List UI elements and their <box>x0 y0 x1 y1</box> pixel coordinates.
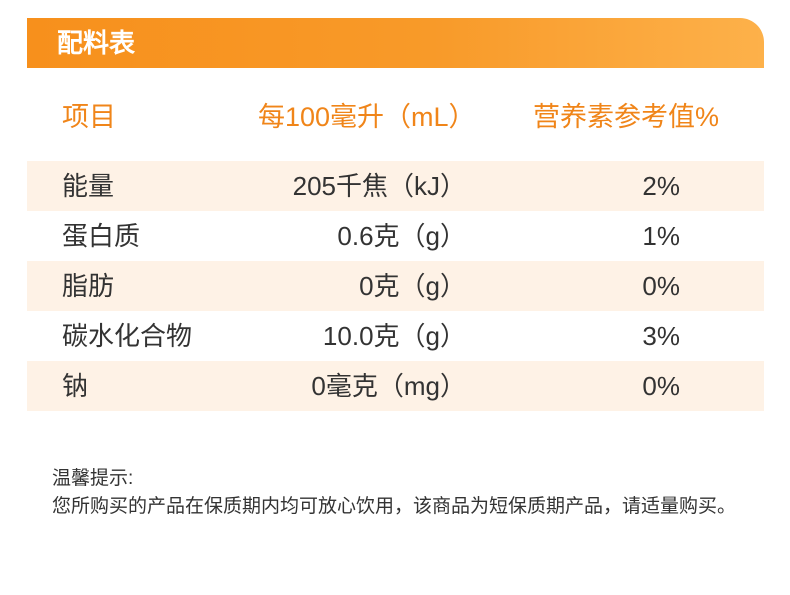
table-header-row: 项目 每100毫升（mL） 营养素参考值% <box>27 95 764 140</box>
row-item: 脂肪 <box>62 271 115 301</box>
column-header-item: 项目 <box>62 102 116 132</box>
row-item: 碳水化合物 <box>62 321 193 351</box>
row-item: 能量 <box>62 171 115 201</box>
row-per-100ml: 0毫克（mg） <box>311 371 466 401</box>
table-row: 能量 205千焦（kJ） 2% <box>27 161 764 211</box>
page-title: 配料表 <box>57 28 136 58</box>
row-item: 钠 <box>62 371 89 401</box>
table-row: 脂肪 0克（g） 0% <box>27 261 764 311</box>
notice-text: 您所购买的产品在保质期内均可放心饮用，该商品为短保质期产品，请适量购买。 <box>52 496 737 517</box>
column-header-nrv: 营养素参考值% <box>533 102 720 132</box>
row-nrv: 0% <box>642 271 680 301</box>
table-row: 蛋白质 0.6克（g） 1% <box>27 211 764 261</box>
row-per-100ml: 0.6克（g） <box>337 221 466 251</box>
row-per-100ml: 10.0克（g） <box>322 321 466 351</box>
row-nrv: 1% <box>642 221 680 251</box>
notice-block: 温馨提示: 您所购买的产品在保质期内均可放心饮用，该商品为短保质期产品，请适量购… <box>52 465 772 521</box>
row-nrv: 2% <box>642 171 680 201</box>
title-bar: 配料表 <box>27 18 764 68</box>
row-nrv: 0% <box>642 371 680 401</box>
column-header-per-100ml: 每100毫升（mL） <box>258 102 476 132</box>
notice-title: 温馨提示: <box>52 468 134 489</box>
table-row: 碳水化合物 10.0克（g） 3% <box>27 311 764 361</box>
row-item: 蛋白质 <box>62 221 141 251</box>
row-per-100ml: 0克（g） <box>359 271 466 301</box>
row-per-100ml: 205千焦（kJ） <box>292 171 466 201</box>
table-row: 钠 0毫克（mg） 0% <box>27 361 764 411</box>
nutrition-table: 项目 每100毫升（mL） 营养素参考值% 能量 205千焦（kJ） 2% 蛋白… <box>27 0 764 420</box>
row-nrv: 3% <box>642 321 680 351</box>
